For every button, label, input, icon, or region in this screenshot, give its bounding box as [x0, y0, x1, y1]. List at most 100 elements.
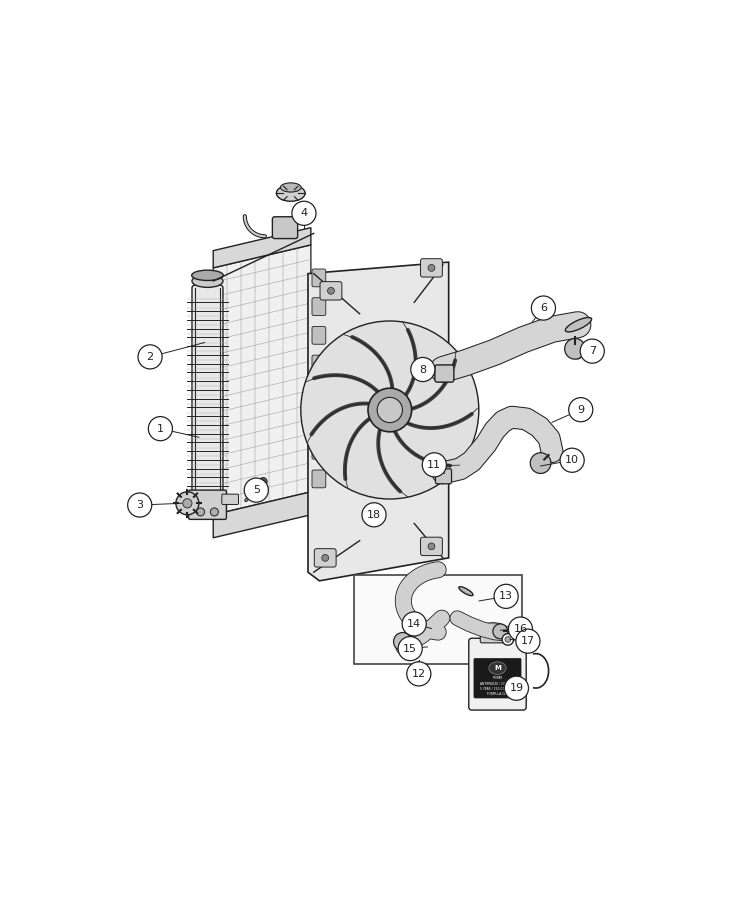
Text: 3: 3 — [136, 500, 143, 510]
Polygon shape — [305, 375, 382, 396]
Circle shape — [377, 398, 402, 423]
FancyBboxPatch shape — [469, 638, 526, 710]
Ellipse shape — [280, 183, 301, 192]
Circle shape — [368, 388, 412, 432]
FancyBboxPatch shape — [222, 494, 239, 505]
Ellipse shape — [489, 662, 506, 674]
Polygon shape — [213, 228, 311, 268]
Ellipse shape — [459, 587, 473, 596]
Circle shape — [176, 491, 199, 515]
Circle shape — [494, 584, 518, 608]
Circle shape — [502, 634, 514, 645]
Circle shape — [568, 398, 593, 422]
Text: ANTIFREEZE / COOLANT: ANTIFREEZE / COOLANT — [480, 681, 515, 686]
FancyBboxPatch shape — [312, 298, 326, 316]
Polygon shape — [393, 426, 459, 465]
FancyBboxPatch shape — [192, 285, 223, 495]
Circle shape — [516, 629, 540, 653]
Text: 6: 6 — [540, 303, 547, 313]
FancyBboxPatch shape — [188, 491, 227, 519]
Polygon shape — [406, 351, 456, 410]
Circle shape — [422, 453, 446, 477]
Circle shape — [565, 338, 585, 359]
Polygon shape — [378, 424, 408, 497]
FancyBboxPatch shape — [273, 217, 298, 239]
FancyBboxPatch shape — [354, 575, 522, 664]
Text: 1: 1 — [157, 424, 164, 434]
Text: 17: 17 — [521, 636, 535, 646]
Circle shape — [560, 448, 584, 472]
Text: 12: 12 — [412, 669, 426, 679]
Circle shape — [404, 617, 422, 636]
Ellipse shape — [482, 623, 505, 632]
Circle shape — [428, 265, 435, 271]
Polygon shape — [213, 491, 311, 538]
Circle shape — [407, 662, 431, 686]
Circle shape — [259, 478, 268, 485]
Text: 14: 14 — [407, 619, 422, 629]
Circle shape — [328, 287, 334, 294]
Circle shape — [148, 417, 173, 441]
Circle shape — [127, 493, 152, 518]
Text: 13: 13 — [499, 591, 513, 601]
Text: 19: 19 — [509, 683, 523, 693]
Circle shape — [402, 612, 426, 636]
Circle shape — [301, 321, 479, 499]
Polygon shape — [343, 335, 393, 394]
FancyBboxPatch shape — [314, 549, 336, 567]
Circle shape — [196, 508, 205, 516]
FancyBboxPatch shape — [421, 537, 442, 555]
Circle shape — [210, 508, 219, 516]
Circle shape — [183, 499, 192, 508]
FancyBboxPatch shape — [320, 282, 342, 300]
Text: M: M — [494, 665, 501, 671]
Circle shape — [493, 624, 508, 639]
Text: 11: 11 — [428, 460, 442, 470]
Circle shape — [398, 636, 422, 661]
Circle shape — [138, 345, 162, 369]
Polygon shape — [402, 322, 416, 400]
Circle shape — [505, 676, 528, 700]
Circle shape — [428, 543, 435, 550]
Ellipse shape — [192, 274, 223, 287]
FancyBboxPatch shape — [480, 626, 505, 643]
Text: 10: 10 — [565, 455, 579, 465]
Circle shape — [322, 554, 329, 562]
Text: 15: 15 — [403, 644, 417, 653]
Polygon shape — [213, 245, 311, 515]
Circle shape — [362, 503, 386, 526]
Ellipse shape — [565, 318, 591, 332]
Text: 16: 16 — [514, 624, 528, 634]
Ellipse shape — [192, 270, 223, 281]
FancyBboxPatch shape — [435, 364, 453, 382]
FancyBboxPatch shape — [312, 327, 326, 344]
Polygon shape — [308, 262, 448, 580]
FancyBboxPatch shape — [312, 356, 326, 373]
Circle shape — [531, 296, 556, 320]
Circle shape — [505, 636, 511, 643]
Text: 4: 4 — [300, 208, 308, 219]
Text: 18: 18 — [367, 509, 381, 520]
Circle shape — [411, 357, 435, 382]
Polygon shape — [402, 407, 479, 428]
Text: 8: 8 — [419, 364, 426, 374]
FancyBboxPatch shape — [312, 441, 326, 459]
Text: 9: 9 — [577, 405, 585, 415]
Text: 5: 5 — [253, 485, 260, 495]
Text: 7: 7 — [588, 346, 596, 356]
Polygon shape — [308, 403, 375, 443]
Polygon shape — [345, 416, 375, 489]
Text: 2: 2 — [147, 352, 153, 362]
Circle shape — [245, 478, 268, 502]
Ellipse shape — [276, 185, 305, 202]
FancyBboxPatch shape — [312, 384, 326, 401]
FancyBboxPatch shape — [312, 412, 326, 430]
Circle shape — [580, 339, 605, 364]
FancyBboxPatch shape — [436, 469, 451, 484]
Text: 5 YEAR / 150,000 MILE: 5 YEAR / 150,000 MILE — [480, 687, 515, 691]
FancyBboxPatch shape — [312, 269, 326, 287]
Circle shape — [393, 633, 412, 651]
Circle shape — [531, 453, 551, 473]
FancyBboxPatch shape — [421, 258, 442, 277]
Text: MOPAR: MOPAR — [492, 677, 502, 680]
